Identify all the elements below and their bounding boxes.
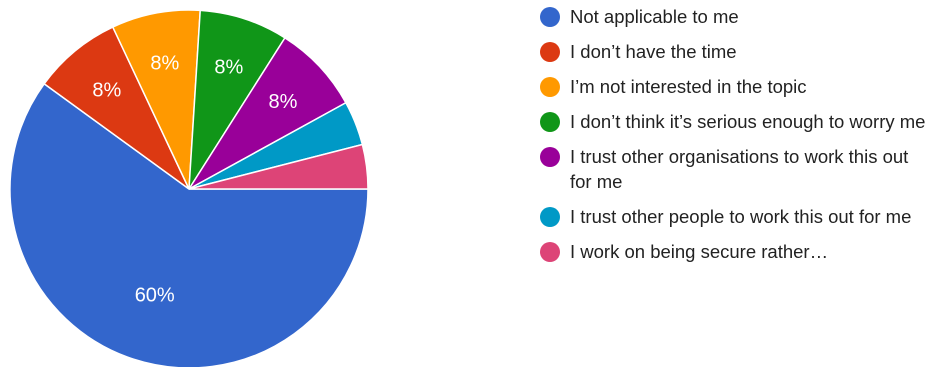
legend-item-work-on-secure[interactable]: I work on being secure rather… [540, 239, 930, 264]
legend-swatch-icon [540, 77, 560, 97]
legend-swatch-icon [540, 207, 560, 227]
pie-slice-label: 8% [214, 56, 243, 78]
legend-swatch-icon [540, 7, 560, 27]
pie-slice[interactable] [111, 9, 202, 190]
legend-label: I work on being secure rather… [570, 241, 829, 262]
legend-swatch-icon [540, 147, 560, 167]
pie-slice-labels: 60% 8% 8% 8% 8% [92, 52, 297, 306]
legend-label: I trust other people to work this out fo… [570, 206, 912, 227]
legend-label: I trust other organisations to work this… [570, 146, 909, 192]
legend-swatch-icon [540, 42, 560, 62]
pie-slice[interactable] [188, 36, 347, 190]
pie-chart: 60% 8% 8% 8% 8% [9, 9, 369, 367]
legend-label: Not applicable to me [570, 6, 739, 27]
pie-slice[interactable] [188, 143, 369, 190]
legend-item-not-serious[interactable]: I don’t think it’s serious enough to wor… [540, 109, 930, 134]
legend-item-no-time[interactable]: I don’t have the time [540, 39, 930, 64]
pie-slice-label: 60% [135, 285, 175, 307]
legend-swatch-icon [540, 112, 560, 132]
legend-item-trust-people[interactable]: I trust other people to work this out fo… [540, 204, 930, 229]
chart-legend: Not applicable to me I don’t have the ti… [540, 4, 930, 274]
pie-slice-label: 8% [92, 80, 121, 102]
legend-item-not-interested[interactable]: I’m not interested in the topic [540, 74, 930, 99]
pie-slice[interactable] [43, 26, 190, 190]
pie-slice[interactable] [9, 82, 369, 367]
legend-label: I’m not interested in the topic [570, 76, 807, 97]
pie-slice-label: 8% [150, 52, 179, 74]
pie-slice-label: 8% [268, 91, 297, 113]
pie-slice[interactable] [188, 9, 286, 190]
legend-swatch-icon [540, 242, 560, 262]
legend-item-trust-organisations[interactable]: I trust other organisations to work this… [540, 144, 930, 194]
legend-label: I don’t think it’s serious enough to wor… [570, 111, 926, 132]
legend-label: I don’t have the time [570, 41, 737, 62]
pie-slices [9, 9, 369, 367]
legend-item-not-applicable[interactable]: Not applicable to me [540, 4, 930, 29]
